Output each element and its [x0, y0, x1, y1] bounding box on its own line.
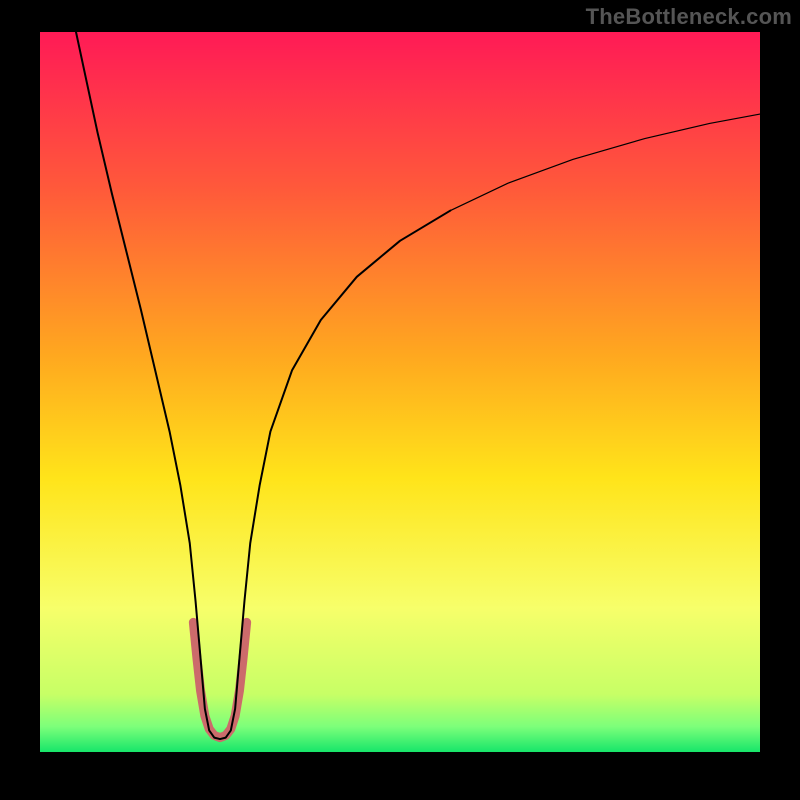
notch-highlight-path: [193, 622, 246, 737]
plot-area: [40, 32, 760, 752]
watermark-text: TheBottleneck.com: [586, 4, 792, 30]
curve-layer: [40, 32, 760, 752]
canvas-root: TheBottleneck.com: [0, 0, 800, 800]
bottleneck-curve-right-thin: [450, 114, 760, 210]
bottleneck-curve: [76, 32, 450, 739]
